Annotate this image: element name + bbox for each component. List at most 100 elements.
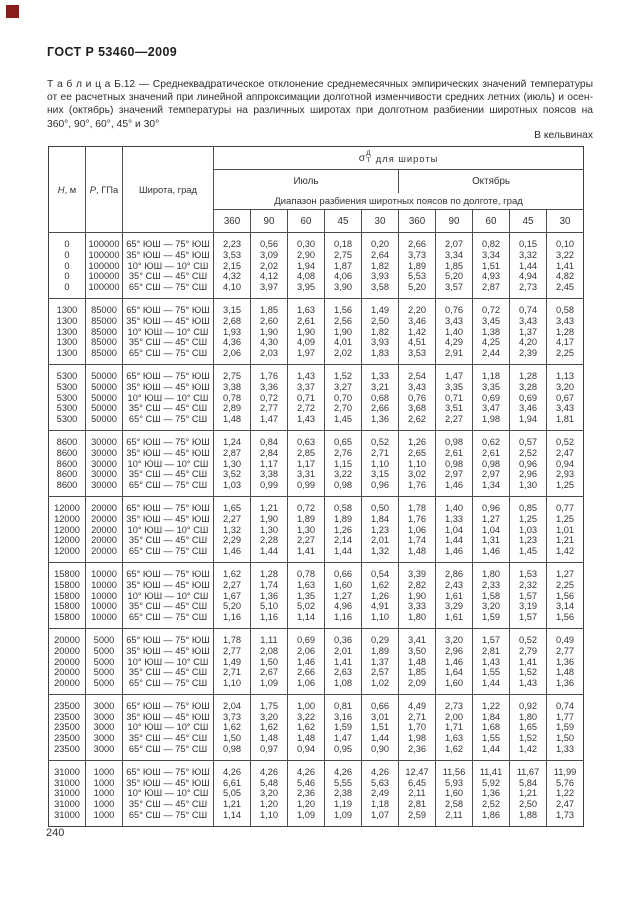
value-cell: 2,57 — [361, 667, 399, 679]
value-cell: 1,45 — [324, 414, 362, 431]
value-cell: 2,36 — [287, 788, 325, 800]
value-cell: 4,30 — [250, 337, 288, 349]
height-cell: 5300 — [56, 392, 78, 403]
value-cell: 1,18 — [472, 363, 510, 382]
value-cell: 0,72 — [250, 392, 288, 404]
value-cell: 4,26 — [361, 759, 399, 778]
value-cell: 1,60 — [435, 788, 473, 800]
value-cell: 1,98 — [398, 733, 436, 745]
value-cell: 0,85 — [509, 495, 547, 514]
value-cell: 0,49 — [545, 627, 584, 646]
value-cell: 1,62 — [287, 722, 325, 734]
pressure-cell: 50000 — [85, 414, 123, 431]
value-cell: 1,56 — [324, 297, 362, 316]
data-table: Н, м Р, ГПа Широта, град σ Д Т для широт… — [48, 146, 585, 827]
value-cell: 3,41 — [398, 627, 436, 646]
value-cell: 0,95 — [324, 744, 362, 761]
table-row: 1300 85000 35° ЮШ — 45° ЮШ 2,68 2,60 2,61 2,56… — [49, 315, 584, 327]
value-cell: 1,85 — [435, 260, 473, 272]
value-cell: 1,01 — [545, 524, 584, 536]
sigma-indices: Д Т — [366, 150, 371, 164]
value-cell: 1,94 — [509, 414, 547, 431]
value-cell: 1,43 — [509, 678, 547, 695]
value-cell: 4,09 — [287, 337, 325, 349]
value-cell: 3,35 — [435, 381, 473, 393]
value-cell: 1,60 — [324, 579, 362, 591]
value-cell: 1,16 — [250, 612, 288, 629]
value-cell: 1,02 — [361, 678, 399, 695]
value-cell: 2,56 — [324, 315, 362, 327]
value-cell: 2,03 — [250, 348, 288, 365]
value-cell: 1,10 — [361, 612, 399, 629]
value-cell: 1,50 — [250, 656, 288, 668]
height-cell: 1300 — [48, 297, 86, 316]
value-cell: 3,09 — [250, 249, 288, 261]
value-cell: 2,65 — [398, 447, 436, 459]
value-cell: 1,35 — [287, 590, 325, 602]
latitude-cell: 65° СШ — 75° СШ — [122, 612, 214, 629]
height-cell: 15800 — [54, 612, 80, 623]
value-cell: 4,26 — [213, 759, 251, 778]
pressure-cell: 30000 — [85, 447, 123, 459]
value-cell: 0,66 — [324, 561, 362, 580]
height-cell: 8600 — [48, 429, 86, 448]
latitude-cell: 35° ЮШ — 45° ЮШ — [122, 513, 214, 525]
value-cell: 6,61 — [213, 777, 251, 789]
value-cell: 1,46 — [435, 480, 473, 497]
value-cell: 4,12 — [250, 271, 288, 283]
value-cell: 1,62 — [361, 579, 399, 591]
table-row: 5300 50000 35° ЮШ — 45° ЮШ 3,38 3,36 3,37 3,27… — [49, 381, 584, 393]
latitude-cell: 65° СШ — 75° СШ — [122, 744, 214, 761]
pressure-cell: 10000 — [85, 561, 123, 580]
table-row: 15800 10000 10° ЮШ — 10° СШ 1,67 1,36 1,35 1,2… — [49, 590, 584, 602]
latitude-cell: 65° ЮШ — 75° ЮШ — [122, 429, 214, 448]
value-cell: 1,27 — [545, 561, 584, 580]
table-row: 8600 30000 35° СШ — 45° СШ 3,52 3,38 3,31 3,22… — [49, 469, 584, 481]
value-cell: 1,50 — [213, 733, 251, 745]
value-cell: 1,48 — [213, 414, 251, 431]
pressure-cell: 50000 — [85, 403, 123, 415]
value-cell: 2,97 — [472, 469, 510, 481]
table-row: 23500 3000 35° ЮШ — 45° ЮШ 3,73 3,20 3,22 3,16… — [49, 711, 584, 723]
value-cell: 1,11 — [250, 627, 288, 646]
value-cell: 1,88 — [509, 810, 547, 827]
height-cell: 12000 — [54, 535, 80, 546]
value-cell: 3,14 — [545, 601, 584, 613]
value-cell: 1,70 — [398, 722, 436, 734]
subcol-360-july: 360 — [213, 209, 251, 233]
value-cell: 4,10 — [213, 282, 251, 299]
value-cell: 0,71 — [287, 392, 325, 404]
value-cell: 1,33 — [545, 744, 584, 761]
table-row: 8600 30000 65° ЮШ — 75° ЮШ 1,24 0,84 0,63 0,65… — [48, 429, 584, 448]
value-cell: 1,46 — [435, 656, 473, 668]
value-cell: 1,50 — [545, 733, 584, 745]
col-header-sigma: σ Д Т для широты — [214, 147, 584, 170]
value-cell: 2,43 — [435, 579, 473, 591]
pressure-cell: 85000 — [85, 315, 123, 327]
value-cell: 0,76 — [435, 297, 473, 316]
height-cell: 8600 — [56, 469, 78, 480]
pressure-cell: 5000 — [85, 667, 123, 679]
value-cell: 3,73 — [213, 711, 251, 723]
value-cell: 2,60 — [250, 315, 288, 327]
height-cell: 5300 — [48, 363, 86, 382]
table-row: 15800 10000 65° СШ — 75° СШ 1,16 1,16 1,14 1,1… — [49, 612, 584, 629]
value-cell: 1,85 — [250, 297, 288, 316]
value-cell: 3,68 — [398, 403, 436, 415]
value-cell: 1,94 — [287, 260, 325, 272]
value-cell: 4,91 — [361, 601, 399, 613]
latitude-cell: 65° СШ — 75° СШ — [122, 414, 214, 431]
value-cell: 1,62 — [435, 744, 473, 761]
latitude-cell: 35° СШ — 45° СШ — [122, 733, 214, 745]
pressure-cell: 20000 — [85, 513, 123, 525]
pressure-cell: 20000 — [85, 535, 123, 547]
value-cell: 3,90 — [324, 282, 362, 299]
corner-mark — [6, 5, 19, 18]
pressure-cell: 100000 — [85, 249, 123, 261]
value-cell: 1,45 — [509, 546, 547, 563]
table-row: 0 100000 10° ЮШ — 10° СШ 2,15 2,02 1,94 1,87 1,… — [49, 260, 584, 272]
value-cell: 11,67 — [509, 759, 547, 778]
value-cell: 1,49 — [213, 656, 251, 668]
value-cell: 0,72 — [287, 495, 325, 514]
height-cell: 1300 — [56, 337, 78, 348]
